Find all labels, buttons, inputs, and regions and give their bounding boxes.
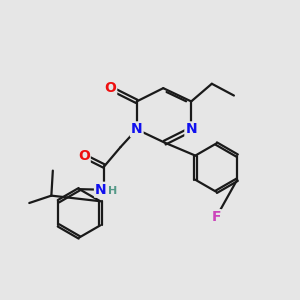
Text: O: O bbox=[78, 149, 90, 163]
Text: N: N bbox=[185, 122, 197, 136]
Text: F: F bbox=[212, 210, 221, 224]
Text: N: N bbox=[131, 122, 142, 136]
Text: N: N bbox=[95, 183, 106, 197]
Text: H: H bbox=[108, 186, 117, 196]
Text: O: O bbox=[104, 81, 116, 95]
